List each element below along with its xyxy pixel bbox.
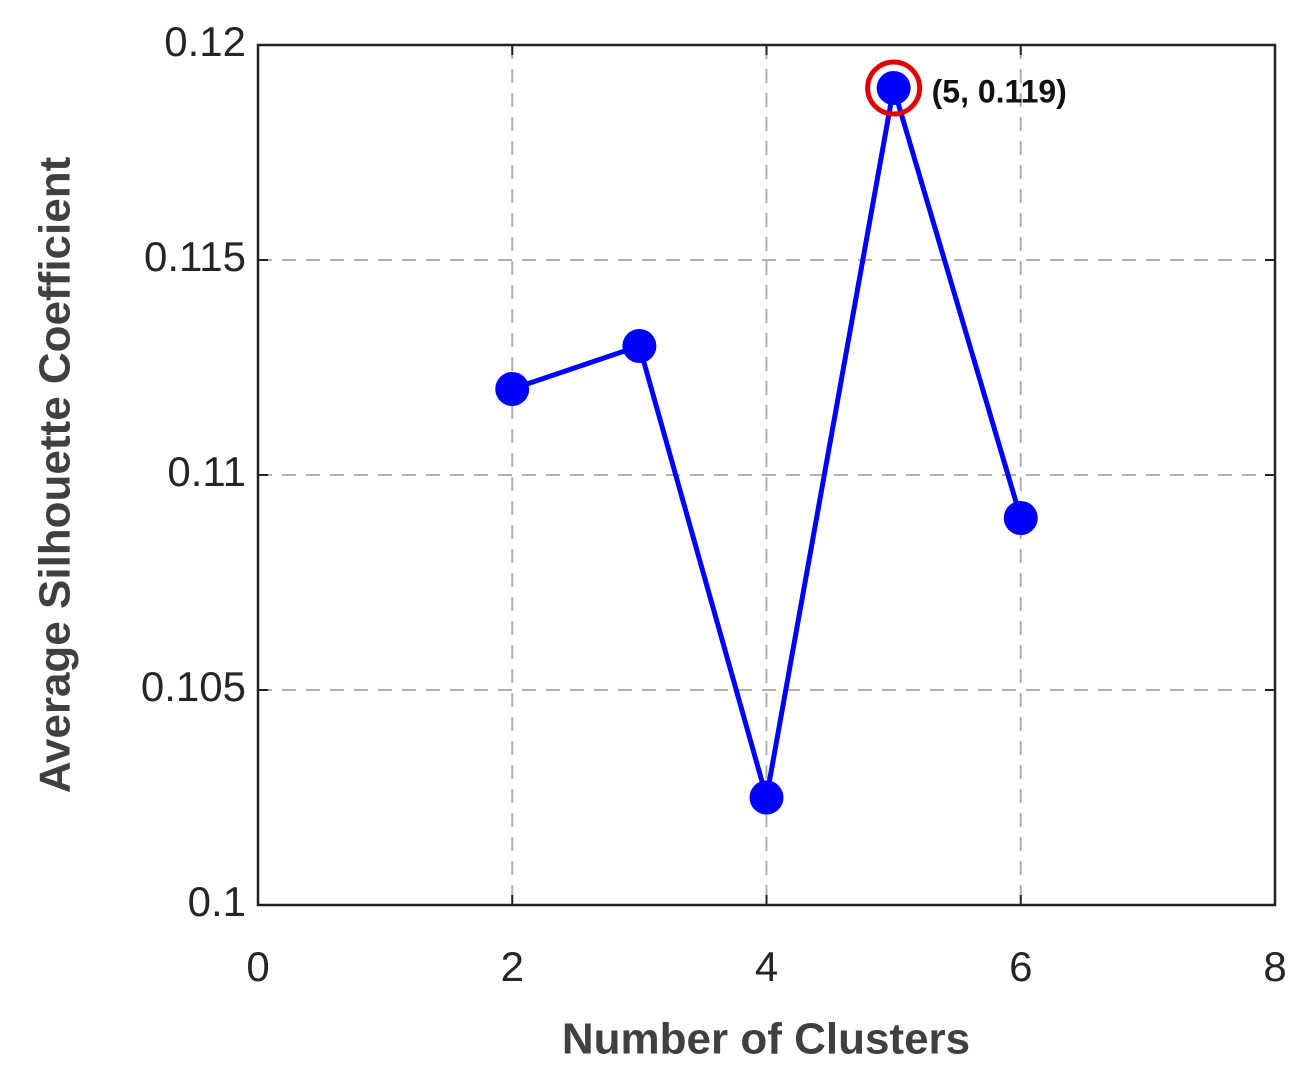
x-axis-label: Number of Clusters: [562, 1015, 970, 1064]
x-tick-label: 8: [1263, 943, 1286, 990]
y-tick-label: 0.12: [164, 18, 246, 65]
plot-frame: [256, 43, 1277, 907]
x-tick-label: 0: [246, 943, 269, 990]
y-tick-label: 0.115: [144, 233, 246, 280]
x-tick-label: 4: [755, 943, 778, 990]
x-tick-label: 6: [1009, 943, 1032, 990]
marker: [749, 780, 784, 815]
y-tick-label: 0.105: [141, 663, 246, 710]
marker: [622, 329, 657, 363]
marker: [1003, 501, 1038, 535]
annotation: (5, 0.119): [932, 73, 1067, 109]
marker: [876, 71, 911, 105]
marker: [495, 372, 530, 406]
y-tick-label: 0.1: [188, 878, 246, 925]
y-tick-label: 0.11: [167, 448, 246, 495]
highlight-ring: [865, 59, 923, 117]
y-axis-label: Average Silhouette Coefficient: [31, 156, 80, 793]
x-tick-label: 2: [501, 943, 524, 990]
